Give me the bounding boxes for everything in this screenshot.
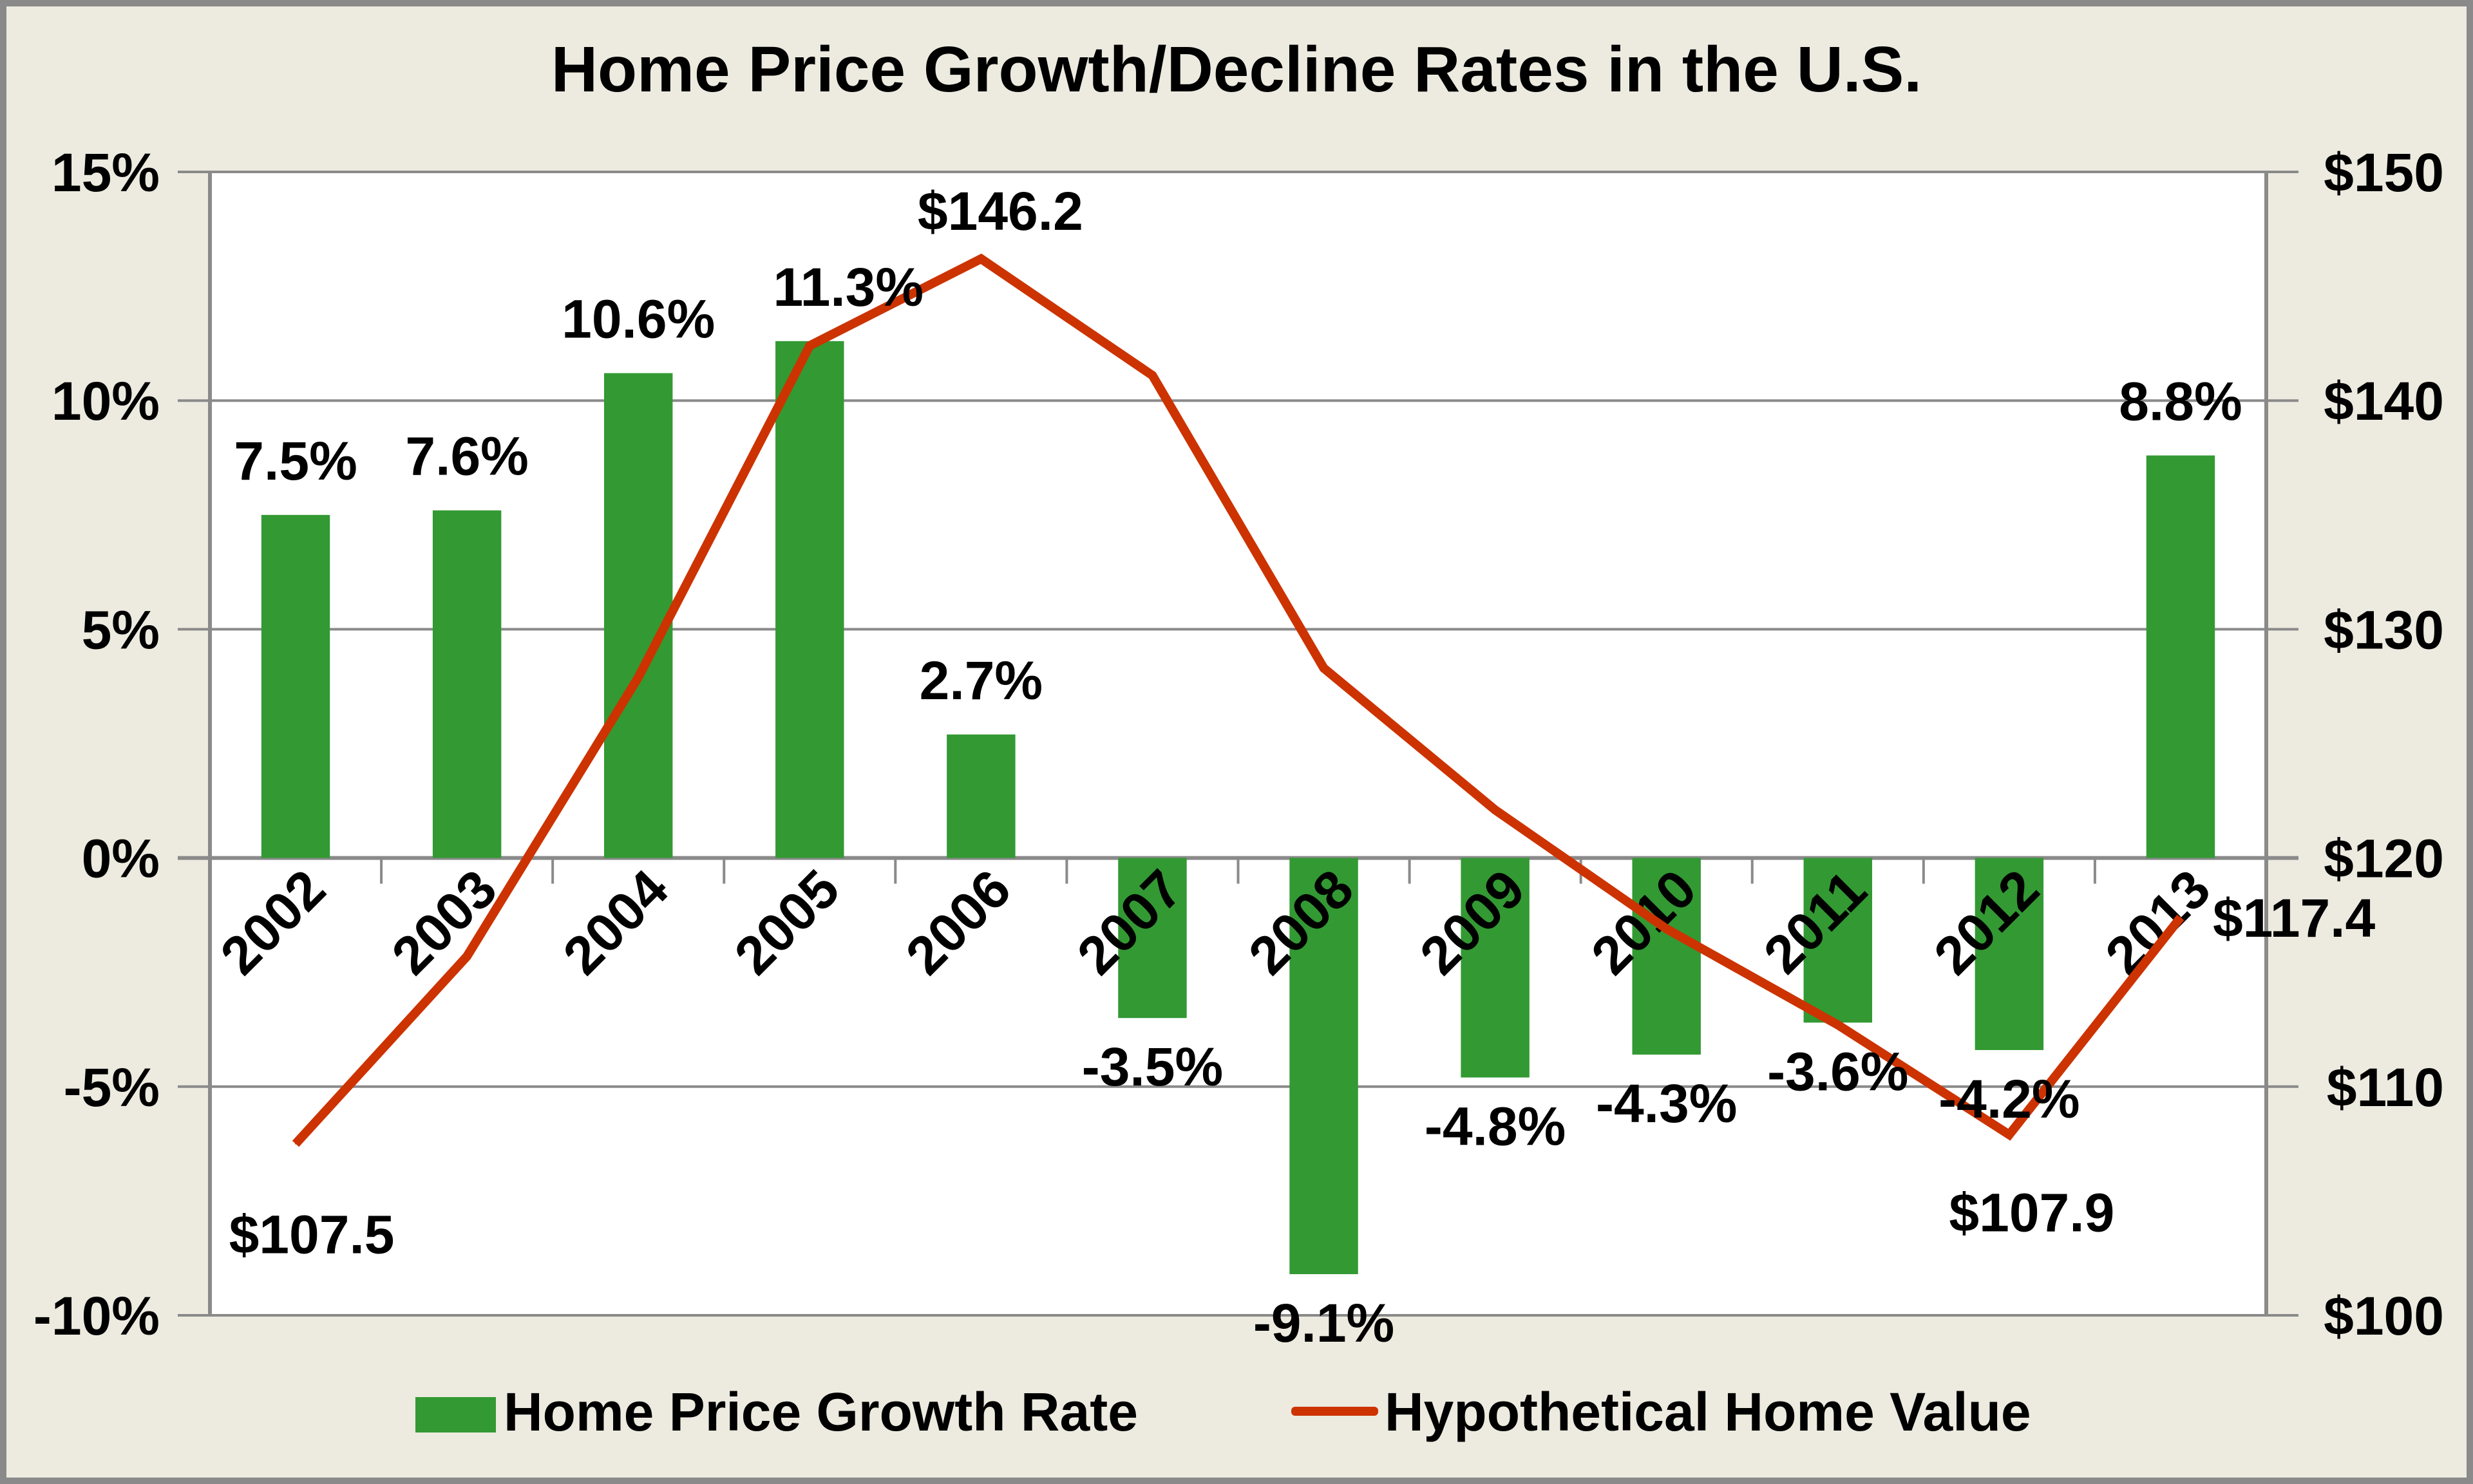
line-data-label: $117.4 [2213,888,2376,948]
bar-data-label: -3.6% [1767,1041,1908,1102]
line-data-labels: $107.5 $146.2 $107.9 $117.4 [229,181,2376,1265]
right-axis-tick-label: $130 [2324,599,2444,660]
line-point [295,1143,297,1145]
left-axis-tick-label: -10% [33,1286,160,1346]
right-axis-tick-label: $120 [2324,829,2444,889]
right-axis-tick-label: $150 [2324,142,2444,203]
bar-data-label: 10.6% [562,289,715,350]
legend-line-swatch-icon [1291,1407,1378,1416]
bar [603,373,673,858]
line-point [809,344,811,346]
bar-data-label: -4.2% [1938,1069,2080,1129]
right-axis-ticks: $150 $140 $130 $120 $110 $100 [2324,142,2444,1346]
line-point [980,258,982,259]
left-axis-ticks: 15% 10% 5% 0% -5% -10% [33,142,160,1346]
left-axis-tick-label: 10% [52,371,160,431]
bar [775,341,844,858]
right-axis-tick-label: $140 [2324,371,2444,431]
line-point [638,676,640,678]
bar-data-label: 7.5% [234,431,357,491]
bar-data-label: -9.1% [1253,1293,1394,1353]
bar [261,514,330,858]
line-series [292,253,2184,1147]
line-data-label: $146.2 [918,181,1083,241]
bar-data-labels: 7.5% 7.6% 10.6% 11.3% 2.7% -3.5% -9.1% -4.8% -4.… [234,257,2242,1353]
line-point [1323,667,1325,669]
bar [1118,858,1187,1019]
plot-area [210,172,2266,1315]
bar-data-label: -4.3% [1596,1073,1737,1134]
bar [1289,858,1358,1275]
legend-bar-label: Home Price Growth Rate [504,1382,1138,1442]
bar [432,510,502,858]
left-axis-tick-label: 5% [82,599,160,660]
chart-title: Home Price Growth/Decline Rates in the U… [551,33,1922,106]
bar [947,734,1016,858]
bar [1632,858,1701,1055]
line-data-label: $107.5 [229,1205,395,1265]
right-axis-tick-label: $110 [2327,1057,2444,1118]
legend-line-label: Hypothetical Home Value [1385,1382,2031,1442]
bar-data-label: -4.8% [1425,1096,1566,1157]
line-point [2008,1134,2010,1136]
legend-bar-swatch-icon [415,1397,496,1432]
line-data-label: $107.9 [1949,1182,2114,1243]
line-point [1151,375,1153,377]
legend: Home Price Growth Rate Hypothetical Home… [415,1382,2031,1442]
bar [1975,858,2044,1050]
line-point [466,955,468,957]
right-axis-tick-label: $100 [2324,1286,2444,1346]
line-point [1837,1024,1839,1026]
left-axis-tick-label: -5% [64,1057,160,1118]
line-point [1494,809,1496,811]
bar-data-label: 7.6% [405,426,528,487]
bar-data-label: 8.8% [2119,371,2242,431]
line-point [1665,928,1667,930]
bar-series [261,341,2215,1275]
line-path [292,253,2184,1147]
bar-data-label: 2.7% [920,650,1043,711]
bar [1803,858,1873,1023]
bar [1461,858,1530,1078]
line-point [2179,916,2181,918]
gridlines [178,171,2298,1317]
left-axis-tick-label: 15% [52,142,160,203]
bar [2146,455,2215,858]
bar-data-label: -3.5% [1082,1037,1223,1097]
bar-data-label: 11.3% [773,257,924,317]
left-axis-tick-label: 0% [82,829,160,889]
